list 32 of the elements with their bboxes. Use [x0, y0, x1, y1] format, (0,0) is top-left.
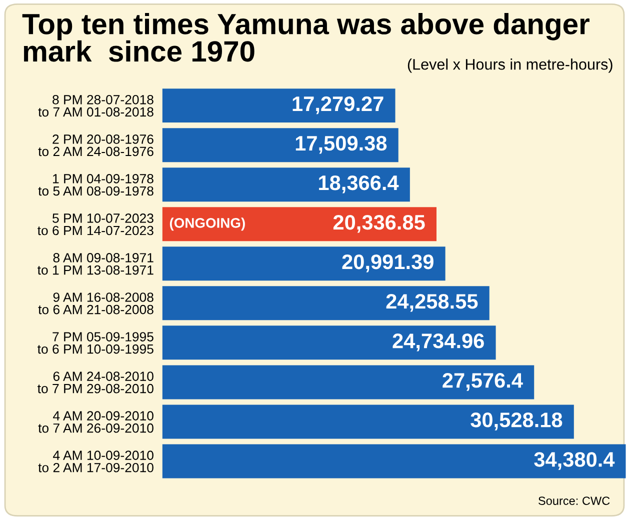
bar	[162, 404, 574, 439]
data-label: 24,734.96	[392, 334, 484, 352]
bar	[162, 286, 490, 320]
data-label: 34,380.4	[534, 452, 615, 470]
y-tick-label: 8 PM 28-07-2018 to 7 AM 01-08-2018	[38, 94, 154, 117]
bar	[162, 326, 496, 360]
data-label: 18,366.4	[319, 175, 399, 194]
y-tick-label: 2 PM 20-08-1976 to 2 AM 24-08-1976	[38, 134, 154, 156]
data-label: 17,279.27	[292, 96, 384, 114]
y-tick-label: 4 AM 20-09-2010 to 7 AM 26-09-2010	[38, 411, 154, 433]
data-label: 20,336.85	[333, 214, 425, 233]
bar	[162, 88, 396, 123]
bar	[162, 246, 446, 281]
y-tick-label: 1 PM 04-09-1978 to 5 AM 08-09-1978	[38, 174, 154, 196]
bar	[162, 168, 410, 202]
bar	[162, 365, 534, 400]
data-label: 27,576.4	[442, 373, 523, 391]
bar	[162, 444, 626, 478]
y-tick-label: 5 PM 10-07-2023 to 6 PM 14-07-2023	[38, 214, 154, 236]
bar	[162, 128, 398, 162]
data-label: 17,509.38	[296, 136, 387, 154]
y-tick-label: 9 AM 16-08-2008 to 6 AM 21-08-2008	[38, 292, 154, 314]
annotation: Source: CWC	[538, 496, 610, 505]
annotation: (ONGOING)	[170, 218, 245, 231]
y-tick-label: 4 AM 10-09-2010 to 2 AM 17-09-2010	[38, 450, 154, 472]
data-label: 30,528.18	[470, 412, 562, 430]
data-label: 24,258.55	[386, 294, 478, 312]
y-tick-label: 6 AM 24-08-2010 to 7 PM 29-08-2010	[38, 372, 154, 394]
y-tick-label: 7 PM 05-09-1995 to 6 PM 10-09-1995	[38, 332, 154, 354]
bar	[162, 207, 436, 242]
data-label: 20,991.39	[342, 254, 434, 272]
y-tick-label: 8 AM 09-08-1971 to 1 PM 13-08-1971	[38, 253, 154, 275]
